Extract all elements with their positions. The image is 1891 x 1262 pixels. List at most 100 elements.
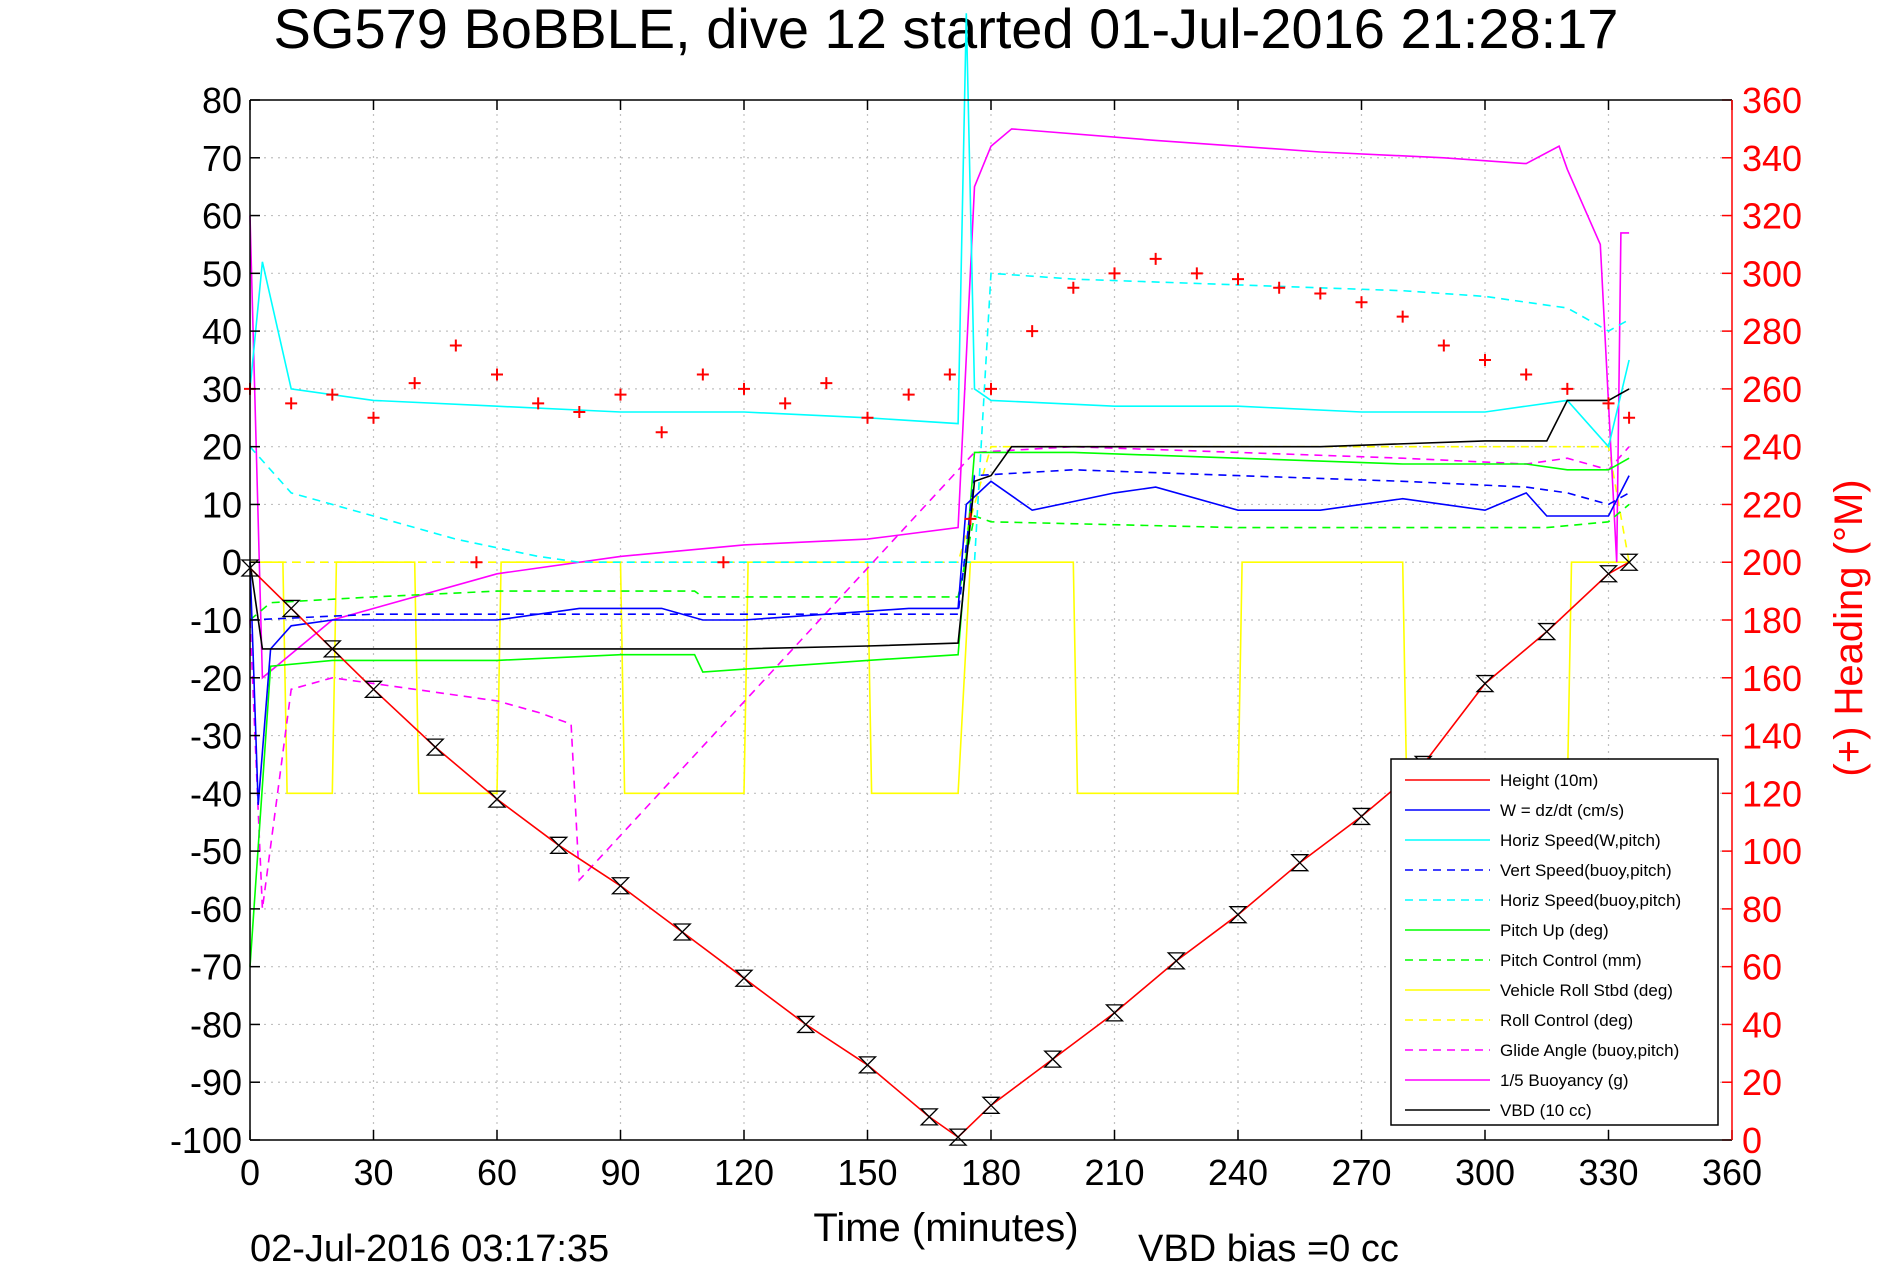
right-y-tick-label: 240 xyxy=(1742,427,1802,468)
height-point xyxy=(857,1056,878,1074)
heading-point xyxy=(985,382,997,395)
series-line xyxy=(249,468,1630,621)
height-point xyxy=(610,877,631,895)
height-point xyxy=(1537,622,1557,641)
right-y-tick-label: 80 xyxy=(1742,889,1782,930)
y-tick-label: 0 xyxy=(222,542,242,583)
vbd-bias-label: VBD bias =0 cc xyxy=(1138,1228,1399,1262)
x-tick-label: 240 xyxy=(1208,1152,1268,1193)
series-line xyxy=(249,451,1630,967)
heading-point xyxy=(902,388,915,401)
height-point xyxy=(240,559,260,577)
series-vbd-10-cc xyxy=(249,388,1630,650)
height-point xyxy=(1619,553,1639,571)
x-tick-labels: 0 30 60 90 120 150 180 210 240 270 300 330 360 xyxy=(240,1152,1762,1193)
series-line xyxy=(249,388,1630,650)
right-y-tick-label: 200 xyxy=(1742,542,1802,583)
height-point xyxy=(487,790,507,808)
y-tick-label: 30 xyxy=(202,369,242,410)
height-point xyxy=(919,1108,939,1126)
right-y-tick-label: 360 xyxy=(1742,80,1802,121)
height-point xyxy=(549,836,569,854)
height-point xyxy=(1351,807,1372,826)
series-line xyxy=(249,13,1630,449)
heading-point xyxy=(1190,267,1203,280)
height-point xyxy=(1598,565,1619,583)
right-y-tick-label: 60 xyxy=(1742,947,1782,988)
legend-label: Glide Angle (buoy,pitch) xyxy=(1500,1041,1679,1060)
right-y-tick-label: 120 xyxy=(1742,773,1802,814)
heading-point xyxy=(943,368,956,381)
y-tick-label: 80 xyxy=(202,80,242,121)
heading-point xyxy=(1561,382,1574,395)
height-point xyxy=(1228,906,1248,924)
heading-point xyxy=(285,397,298,410)
y-tick-labels: 80 70 60 50 40 30 20 10 0 -10 -20 -30 -40 -50 -60 -70 -8… xyxy=(170,80,242,1161)
legend: Height (10m) W = dz/dt (cm/s) Horiz Speed(… xyxy=(1390,758,1719,1126)
x-tick-label: 0 xyxy=(240,1152,260,1193)
y-tick-label: -40 xyxy=(190,773,242,814)
heading-point xyxy=(470,556,483,569)
x-tick-label: 300 xyxy=(1455,1152,1515,1193)
heading-point xyxy=(1273,281,1286,294)
heading-point xyxy=(1602,397,1615,410)
heading-point xyxy=(491,368,503,381)
height-point xyxy=(672,923,692,941)
y-tick-label: -10 xyxy=(190,600,242,641)
heading-point xyxy=(326,388,339,401)
height-point xyxy=(796,1015,816,1034)
series-horiz-speed-w-pitch xyxy=(249,13,1630,449)
right-y-tick-label: 260 xyxy=(1742,369,1802,410)
series-heading xyxy=(244,252,1636,569)
x-tick-label: 210 xyxy=(1084,1152,1144,1193)
heading-point xyxy=(696,368,709,381)
height-point xyxy=(1166,952,1186,970)
legend-label: Horiz Speed(buoy,pitch) xyxy=(1500,891,1681,910)
y-tick-label: 20 xyxy=(202,427,242,468)
height-point xyxy=(981,1096,1001,1114)
heading-point xyxy=(532,397,545,410)
right-y-tick-label: 220 xyxy=(1742,484,1802,525)
legend-label: Pitch Control (mm) xyxy=(1500,951,1642,970)
heading-point xyxy=(1026,325,1039,338)
right-y-tick-label: 160 xyxy=(1742,658,1802,699)
legend-label: Vert Speed(buoy,pitch) xyxy=(1500,861,1672,880)
series-line xyxy=(249,272,1630,564)
y-tick-label: -60 xyxy=(190,889,242,930)
legend-label: Horiz Speed(W,pitch) xyxy=(1500,831,1661,850)
heading-point xyxy=(861,411,874,424)
heading-point xyxy=(779,397,792,410)
x-tick-label: 90 xyxy=(600,1152,640,1193)
series-line xyxy=(249,445,1630,910)
right-y-axis-label: (+) Heading (°M) xyxy=(1827,479,1871,776)
series-pitch-up-deg xyxy=(249,451,1630,967)
y-tick-label: 70 xyxy=(202,138,242,179)
legend-label: Vehicle Roll Stbd (deg) xyxy=(1500,981,1673,1000)
right-y-tick-label: 280 xyxy=(1742,311,1802,352)
right-y-tick-label: 100 xyxy=(1742,831,1802,872)
heading-point xyxy=(408,377,421,390)
height-point xyxy=(734,969,754,987)
y-tick-label: -80 xyxy=(190,1004,242,1045)
x-tick-label: 360 xyxy=(1702,1152,1762,1193)
y-tick-label: 60 xyxy=(202,196,242,237)
height-point xyxy=(1290,854,1310,872)
x-tick-label: 30 xyxy=(353,1152,393,1193)
height-point xyxy=(281,599,301,618)
legend-label: VBD (10 cc) xyxy=(1500,1101,1592,1120)
y-tick-label: 50 xyxy=(202,253,242,294)
legend-label: Pitch Up (deg) xyxy=(1500,921,1609,940)
series-1-5-buoyancy-g xyxy=(249,128,1630,680)
heading-point xyxy=(449,339,462,352)
series-line xyxy=(249,475,1630,805)
series-height-10m xyxy=(240,553,1639,1146)
legend-label: 1/5 Buoyancy (g) xyxy=(1500,1071,1629,1090)
heading-point xyxy=(367,411,380,424)
heading-point xyxy=(655,426,668,439)
x-axis-label: Time (minutes) xyxy=(813,1206,1078,1250)
height-point xyxy=(1475,674,1495,693)
heading-point xyxy=(717,556,730,569)
heading-point xyxy=(573,406,586,418)
axes xyxy=(249,99,1733,1141)
